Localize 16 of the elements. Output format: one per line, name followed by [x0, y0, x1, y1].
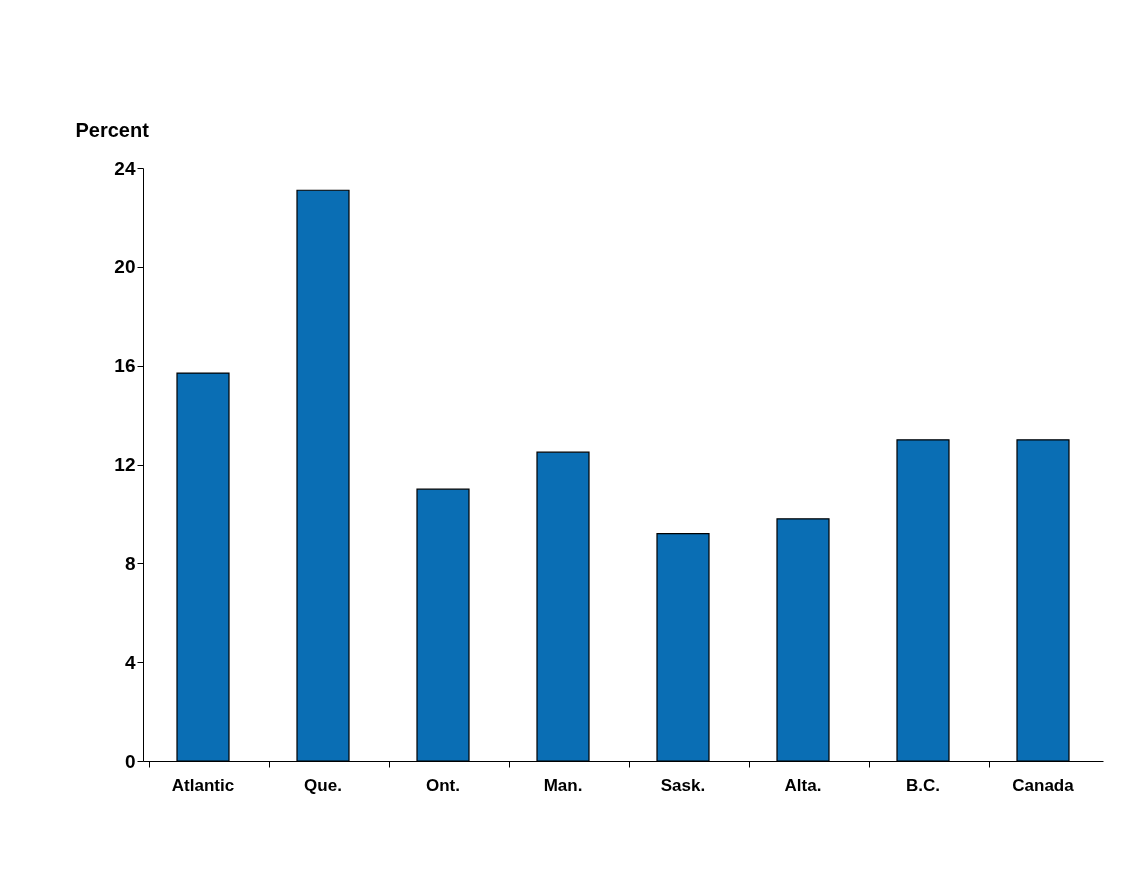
y-tick-label: 12	[114, 454, 136, 475]
y-tick-label: 24	[114, 157, 136, 179]
x-tick-label: Alta.	[784, 775, 822, 795]
y-tick-label: 0	[124, 750, 136, 772]
y-tick-label: 16	[114, 355, 136, 377]
x-tick-label: Que.	[304, 775, 342, 795]
y-tick-label: 4	[124, 651, 136, 673]
x-tick-label: Ont.	[426, 775, 460, 795]
x-tick-label: B.C.	[906, 775, 940, 795]
x-tick-label: Man.	[543, 775, 583, 795]
y-tick-label: 20	[114, 256, 136, 278]
x-tick-label: Atlantic	[171, 775, 235, 795]
x-tick-label: Sask.	[660, 775, 706, 795]
y-axis-title: Percent	[75, 118, 150, 141]
y-tick-label: 8	[124, 552, 136, 574]
x-tick-label: Canada	[1012, 775, 1075, 795]
